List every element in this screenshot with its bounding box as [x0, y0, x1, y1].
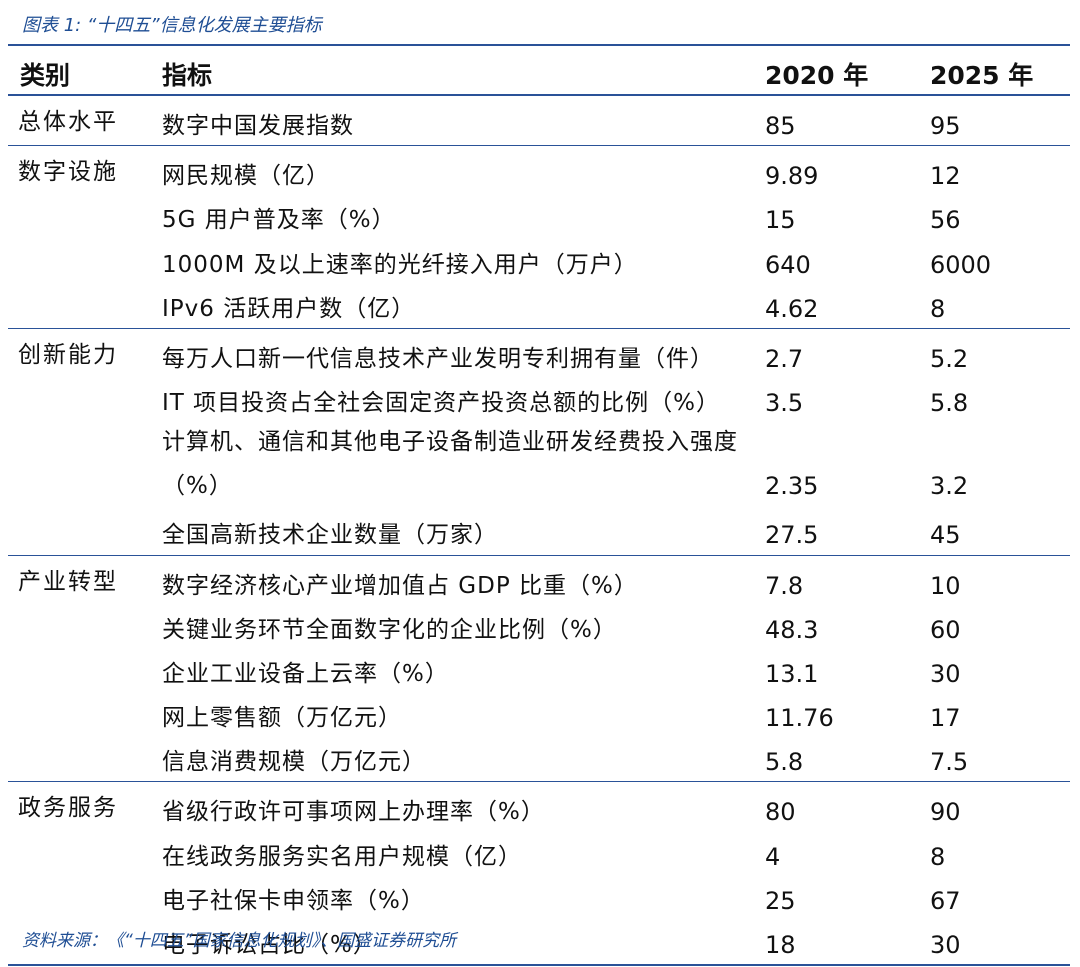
group-category: 总体水平	[18, 109, 118, 135]
table-row: 电子诉讼占比（%） 18 30	[8, 918, 1070, 962]
indicator-cell: IPv6 活跃用户数（亿）	[162, 295, 416, 322]
value-2025-cell: 95	[930, 112, 961, 140]
table-row: 全国高新技术企业数量（万家） 27.5 45	[8, 508, 1070, 552]
value-2020-cell: 5.8	[765, 748, 804, 777]
value-2020-cell: 85	[765, 112, 796, 140]
table-body: 总体水平 数字中国发展指数 85 95 数字设施 网民规模（亿） 9.89 12 5G 用户普及…	[8, 96, 1070, 967]
indicator-cell: 省级行政许可事项网上办理率（%）	[162, 799, 545, 826]
value-2020-cell: 4.62	[765, 294, 819, 323]
header-indicator: 指标	[162, 61, 213, 90]
indicator-cell: 1000M 及以上速率的光纤接入用户（万户）	[162, 251, 638, 278]
indicator-cell: 关键业务环节全面数字化的企业比例（%）	[162, 616, 617, 643]
table-row: 网民规模（亿） 9.89 12	[8, 149, 1070, 193]
value-2025-cell: 7.5	[930, 748, 969, 777]
value-2025-cell: 30	[930, 931, 961, 959]
value-2025-cell: 56	[930, 206, 961, 235]
value-2020-cell: 7.8	[765, 571, 804, 600]
indicator-cell: 企业工业设备上云率（%）	[162, 660, 449, 687]
group-category: 政务服务	[18, 795, 118, 822]
value-2025-cell: 45	[930, 521, 961, 550]
value-2025-cell: 6000	[930, 250, 992, 279]
indicator-cell: 在线政务服务实名用户规模（亿）	[162, 843, 522, 870]
value-2020-cell: 2.7	[765, 344, 804, 373]
indicator-cell: 每万人口新一代信息技术产业发明专利拥有量（件）	[162, 345, 714, 372]
indicator-cell: 电子诉讼占比（%）	[162, 932, 377, 958]
header-2025: 2025 年	[930, 61, 1034, 90]
table-row: 每万人口新一代信息技术产业发明专利拥有量（件） 2.7 5.2	[8, 332, 1070, 376]
value-2020-cell: 13.1	[765, 659, 819, 688]
value-2020-cell: 25	[765, 886, 796, 915]
table-group: 数字设施 网民规模（亿） 9.89 12 5G 用户普及率（%） 15 56 1000M 及以…	[8, 146, 1070, 329]
value-2020-cell: 18	[765, 931, 796, 959]
value-2020-cell: 11.76	[765, 704, 834, 733]
table-header: 类别 指标 2020 年 2025 年	[8, 46, 1070, 96]
group-category: 产业转型	[18, 568, 118, 595]
value-2025-cell: 17	[930, 704, 961, 733]
value-2020-cell: 3.5	[765, 389, 804, 418]
header-category: 类别	[20, 61, 71, 90]
table-row: 网上零售额（万亿元） 11.76 17	[8, 691, 1070, 735]
table-top-rule	[8, 44, 1070, 46]
indicator-cell: 数字中国发展指数	[162, 113, 354, 139]
value-2025-cell: 30	[930, 659, 961, 688]
value-2020-cell: 640	[765, 250, 811, 279]
value-2020-cell: 80	[765, 798, 796, 827]
table-row: 关键业务环节全面数字化的企业比例（%） 48.3 60	[8, 603, 1070, 647]
indicator-cell: 电子社保卡申领率（%）	[162, 887, 425, 914]
indicator-cell: 网上零售额（万亿元）	[162, 705, 402, 732]
indicator-cell: 全国高新技术企业数量（万家）	[162, 522, 498, 549]
table-row: 电子社保卡申领率（%） 25 67	[8, 874, 1070, 918]
table-row: 企业工业设备上云率（%） 13.1 30	[8, 647, 1070, 691]
group-category: 数字设施	[18, 159, 118, 186]
value-2020-cell: 48.3	[765, 615, 819, 644]
value-2025-cell: 5.8	[930, 389, 969, 418]
value-2025-cell: 8	[930, 842, 946, 871]
table-group: 创新能力 每万人口新一代信息技术产业发明专利拥有量（件） 2.7 5.2 IT 项目投资…	[8, 329, 1070, 556]
table-caption: 图表 1: “十四五”信息化发展主要指标	[22, 15, 322, 36]
table-row: 数字中国发展指数 85 95	[8, 99, 1070, 143]
value-2020-cell: 4	[765, 842, 781, 871]
value-2025-cell: 90	[930, 798, 961, 827]
value-2025-cell: 60	[930, 615, 961, 644]
value-2020-cell: 9.89	[765, 162, 819, 191]
value-2020-cell: 15	[765, 206, 796, 235]
table-row: 1000M 及以上速率的光纤接入用户（万户） 640 6000	[8, 238, 1070, 282]
table-row: 计算机、通信和其他电子设备制造业研发经费投入强度（%） 2.35 3.2	[8, 420, 1070, 508]
value-2025-cell: 12	[930, 162, 961, 191]
indicators-table: 类别 指标 2020 年 2025 年 总体水平 数字中国发展指数 85 95 数字设施…	[8, 44, 1070, 967]
table-row: 5G 用户普及率（%） 15 56	[8, 193, 1070, 237]
value-2020-cell: 2.35	[765, 472, 819, 501]
header-2020: 2020 年	[765, 61, 869, 90]
table-row: 省级行政许可事项网上办理率（%） 80 90	[8, 785, 1070, 829]
value-2020-cell: 27.5	[765, 521, 819, 550]
value-2025-cell: 8	[930, 294, 946, 323]
table-row: IPv6 活跃用户数（亿） 4.62 8	[8, 282, 1070, 326]
table-row: 数字经济核心产业增加值占 GDP 比重（%） 7.8 10	[8, 559, 1070, 603]
indicator-cell: 数字经济核心产业增加值占 GDP 比重（%）	[162, 572, 638, 599]
source-note: 资料来源：《“十四五”国家信息化规划》、国盛证券研究所	[22, 931, 457, 951]
indicator-cell: 5G 用户普及率（%）	[162, 207, 396, 234]
table-group: 总体水平 数字中国发展指数 85 95	[8, 96, 1070, 147]
group-category: 创新能力	[18, 341, 118, 368]
value-2025-cell: 10	[930, 571, 961, 600]
table-row: 在线政务服务实名用户规模（亿） 4 8	[8, 830, 1070, 874]
value-2025-cell: 5.2	[930, 344, 969, 373]
table-row: IT 项目投资占全社会固定资产投资总额的比例（%） 3.5 5.8	[8, 376, 1070, 420]
value-2025-cell: 3.2	[930, 472, 969, 501]
indicator-cell: 网民规模（亿）	[162, 163, 330, 190]
indicator-cell: IT 项目投资占全社会固定资产投资总额的比例（%）	[162, 390, 720, 417]
table-row: 信息消费规模（万亿元） 5.8 7.5	[8, 735, 1070, 779]
table-group: 产业转型 数字经济核心产业增加值占 GDP 比重（%） 7.8 10 关键业务环节全面数…	[8, 556, 1070, 783]
indicator-cell: 计算机、通信和其他电子设备制造业研发经费投入强度（%）	[162, 429, 738, 500]
value-2025-cell: 67	[930, 886, 961, 915]
indicator-cell: 信息消费规模（万亿元）	[162, 749, 426, 776]
